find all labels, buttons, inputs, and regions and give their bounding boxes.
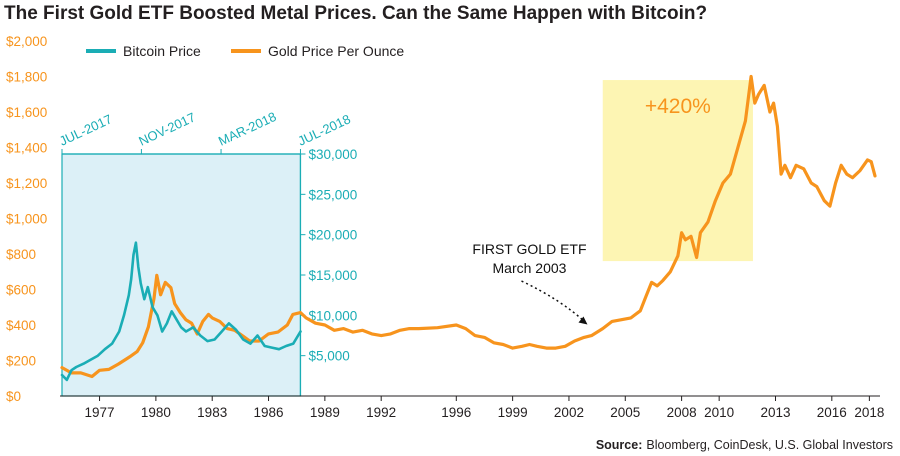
highlight-label: +420%: [645, 95, 711, 118]
left-tick-label: $800: [6, 247, 36, 262]
series-bitcoin-line: [60, 241, 302, 382]
annotation-line-2: March 2003: [493, 260, 567, 276]
legend-label-bitcoin: Bitcoin Price: [123, 43, 201, 59]
left-tick-label: $1,000: [6, 212, 47, 227]
right-tick-label: $25,000: [308, 187, 357, 202]
top-tick-label: JUL-2017: [57, 111, 114, 148]
highlight-box: [602, 80, 753, 262]
top-tick-label: NOV-2017: [136, 109, 197, 148]
source-label: Source:: [596, 438, 643, 452]
x-tick-label: 1996: [441, 405, 471, 420]
right-tick-label: $30,000: [308, 147, 357, 162]
x-tick-label: 2002: [554, 405, 584, 420]
x-tick-label: 1989: [310, 405, 340, 420]
left-tick-label: $200: [6, 354, 36, 369]
right-tick-label: $15,000: [308, 268, 357, 283]
x-tick-label: 1992: [366, 405, 396, 420]
left-tick-label: $1,400: [6, 141, 47, 156]
left-tick-label: $0: [6, 389, 21, 404]
right-tick-label: $10,000: [308, 308, 357, 323]
annotation-arrowhead: [578, 316, 588, 325]
series-gold-line: [60, 74, 877, 379]
x-axis: 1977 1980 1983 1986 1989 1992 1996 1999 2002 2005…: [85, 396, 884, 420]
x-tick-label: 1999: [498, 405, 528, 420]
x-tick-label: 2013: [760, 405, 790, 420]
annotation-arrow: [521, 280, 586, 324]
source-text: Bloomberg, CoinDesk, U.S. Global Investo…: [646, 438, 893, 452]
x-tick-label: 1980: [141, 405, 171, 420]
top-tick-label: MAR-2018: [216, 109, 279, 149]
right-axis: $5,000 $10,000 $15,000 $20,000 $25,000 $30,00…: [299, 147, 357, 396]
left-tick-label: $400: [6, 318, 36, 333]
right-tick-label: $20,000: [308, 228, 357, 243]
x-tick-label: 2005: [610, 405, 640, 420]
legend: Bitcoin Price Gold Price Per Ounce: [86, 43, 404, 59]
bitcoin-period-box: [61, 153, 302, 397]
right-tick-label: $5,000: [308, 349, 349, 364]
x-tick-label: 2008: [667, 405, 697, 420]
x-tick-label: 2016: [817, 405, 847, 420]
x-tick-label: 2010: [704, 405, 734, 420]
left-tick-label: $1,200: [6, 176, 47, 191]
chart-title: The First Gold ETF Boosted Metal Prices.…: [4, 3, 707, 24]
annotation-line-1: FIRST GOLD ETF: [472, 241, 586, 257]
x-tick-label: 2018: [854, 405, 884, 420]
top-tick-label: JUL-2018: [295, 111, 352, 148]
legend-label-gold: Gold Price Per Ounce: [268, 43, 404, 59]
x-tick-label: 1983: [197, 405, 227, 420]
left-tick-label: $2,000: [6, 34, 47, 49]
x-tick-label: 1977: [85, 405, 115, 420]
left-tick-label: $1,600: [6, 105, 47, 120]
source-note: Source: Bloomberg, CoinDesk, U.S. Global …: [596, 438, 893, 452]
left-axis: $0 $200 $400 $600 $800 $1,000 $1,200 $1,400 $1,6…: [6, 34, 47, 404]
left-tick-label: $1,800: [6, 70, 47, 85]
left-tick-label: $600: [6, 283, 36, 298]
x-tick-label: 1986: [254, 405, 284, 420]
